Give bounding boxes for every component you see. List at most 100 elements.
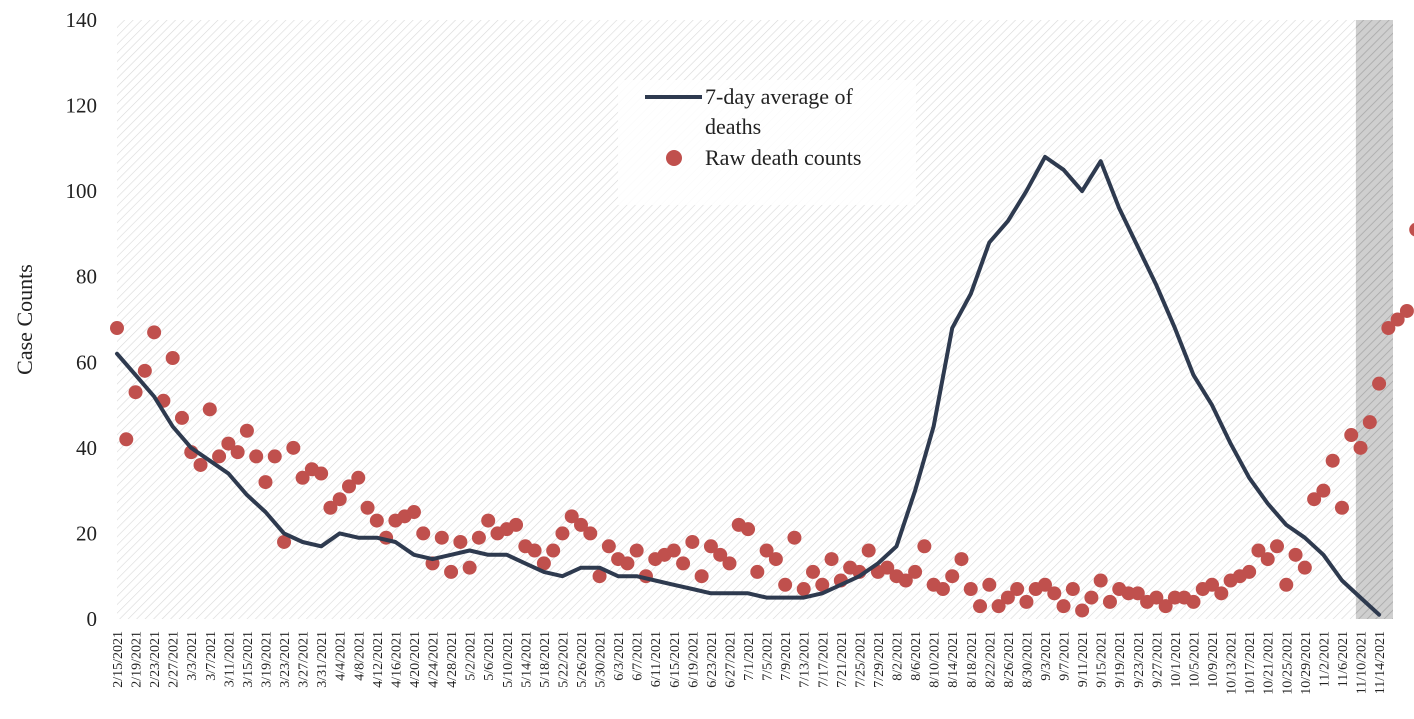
x-tick-label: 10/17/2021 xyxy=(1243,631,1258,695)
raw-death-point xyxy=(666,543,681,558)
raw-death-point xyxy=(564,509,579,524)
x-tick-label: 7/9/2021 xyxy=(779,631,794,681)
raw-death-point xyxy=(509,517,524,532)
raw-death-point xyxy=(759,543,774,558)
raw-death-point xyxy=(713,547,728,562)
x-tick-label: 4/16/2021 xyxy=(389,631,404,688)
raw-death-point xyxy=(741,522,756,537)
y-tick-label: 20 xyxy=(76,521,97,545)
x-tick-label: 8/14/2021 xyxy=(946,631,961,688)
raw-death-point xyxy=(481,513,496,528)
legend-label-average-line1: 7-day average of xyxy=(705,84,853,109)
raw-death-point xyxy=(629,543,644,558)
raw-death-point xyxy=(917,539,932,554)
raw-death-point xyxy=(1390,312,1405,327)
raw-death-point xyxy=(1242,564,1257,579)
raw-death-point xyxy=(453,534,468,549)
raw-death-point xyxy=(342,479,356,494)
raw-death-point xyxy=(444,564,459,579)
raw-death-point xyxy=(249,449,264,464)
raw-death-point xyxy=(258,475,273,490)
raw-death-point xyxy=(601,539,616,554)
raw-death-point xyxy=(1130,586,1145,601)
x-tick-label: 5/14/2021 xyxy=(519,631,534,688)
raw-death-point xyxy=(685,534,700,549)
raw-death-point xyxy=(583,526,598,541)
x-tick-label: 8/30/2021 xyxy=(1020,631,1035,688)
raw-death-point xyxy=(267,449,282,464)
x-tick-label: 6/11/2021 xyxy=(649,631,664,687)
x-tick-label: 8/10/2021 xyxy=(928,631,943,688)
raw-death-point xyxy=(973,599,988,614)
y-tick-label: 80 xyxy=(76,265,97,289)
raw-death-point xyxy=(369,513,384,528)
raw-death-point xyxy=(945,569,960,584)
raw-death-point xyxy=(1362,415,1377,430)
x-tick-label: 11/14/2021 xyxy=(1373,631,1388,694)
x-tick-label: 8/2/2021 xyxy=(891,631,906,681)
raw-death-point xyxy=(1038,577,1052,592)
x-tick-label: 6/7/2021 xyxy=(631,631,646,681)
raw-death-point xyxy=(778,577,793,592)
raw-death-point xyxy=(119,432,134,447)
x-tick-label: 8/18/2021 xyxy=(965,631,980,688)
raw-death-point xyxy=(1149,590,1164,605)
x-tick-label: 7/13/2021 xyxy=(798,631,813,688)
x-tick-label: 7/1/2021 xyxy=(742,631,757,681)
raw-death-point xyxy=(768,552,783,567)
raw-death-point xyxy=(360,500,375,515)
raw-death-point xyxy=(110,321,124,336)
raw-death-point xyxy=(676,556,691,571)
raw-death-point xyxy=(202,402,217,417)
x-tick-label: 11/6/2021 xyxy=(1336,631,1351,687)
x-tick-label: 3/3/2021 xyxy=(185,631,200,681)
raw-death-point xyxy=(1056,599,1071,614)
shaded-recent-period xyxy=(1355,20,1393,619)
raw-death-point xyxy=(935,582,950,597)
raw-death-point xyxy=(471,530,486,545)
raw-death-point xyxy=(1381,321,1396,336)
raw-death-point xyxy=(908,564,923,579)
x-tick-label: 7/29/2021 xyxy=(872,631,887,688)
x-tick-label: 11/2/2021 xyxy=(1317,631,1332,687)
x-tick-label: 9/19/2021 xyxy=(1113,631,1128,688)
raw-death-point xyxy=(1316,483,1331,498)
x-tick-label: 6/15/2021 xyxy=(668,631,683,688)
y-tick-label: 120 xyxy=(66,94,98,118)
raw-death-point xyxy=(861,543,876,558)
x-tick-label: 5/26/2021 xyxy=(575,631,590,688)
raw-death-point xyxy=(1307,492,1322,507)
x-tick-label: 4/12/2021 xyxy=(371,631,386,688)
raw-death-point xyxy=(898,573,913,588)
x-tick-label: 3/23/2021 xyxy=(278,631,293,688)
y-axis-title: Case Counts xyxy=(12,264,37,375)
raw-death-point xyxy=(277,534,292,549)
x-tick-label: 4/20/2021 xyxy=(408,631,423,688)
raw-death-point xyxy=(694,569,709,584)
y-tick-label: 40 xyxy=(76,436,97,460)
y-tick-label: 140 xyxy=(66,8,98,32)
x-tick-label: 6/3/2021 xyxy=(612,631,627,681)
raw-death-point xyxy=(1325,453,1340,468)
x-tick-label: 4/4/2021 xyxy=(334,631,349,681)
raw-death-point xyxy=(434,530,449,545)
raw-death-point xyxy=(462,560,477,575)
x-tick-label: 2/15/2021 xyxy=(111,631,126,688)
x-tick-label: 2/27/2021 xyxy=(167,631,182,688)
raw-death-point xyxy=(796,582,811,597)
x-tick-label: 7/21/2021 xyxy=(835,631,850,688)
raw-death-point xyxy=(1260,552,1275,567)
x-tick-label: 5/30/2021 xyxy=(594,631,609,688)
x-tick-label: 5/2/2021 xyxy=(464,631,479,681)
raw-death-point xyxy=(806,564,820,579)
raw-death-point xyxy=(295,470,310,485)
raw-death-point xyxy=(1186,594,1201,609)
raw-death-point xyxy=(128,385,143,400)
raw-death-point xyxy=(787,530,802,545)
x-tick-label: 8/22/2021 xyxy=(983,631,998,688)
x-tick-label: 11/10/2021 xyxy=(1355,631,1370,694)
x-tick-label: 10/13/2021 xyxy=(1225,631,1240,695)
x-tick-label: 5/22/2021 xyxy=(556,631,571,688)
x-tick-label: 3/11/2021 xyxy=(222,631,237,687)
raw-death-point xyxy=(416,526,431,541)
